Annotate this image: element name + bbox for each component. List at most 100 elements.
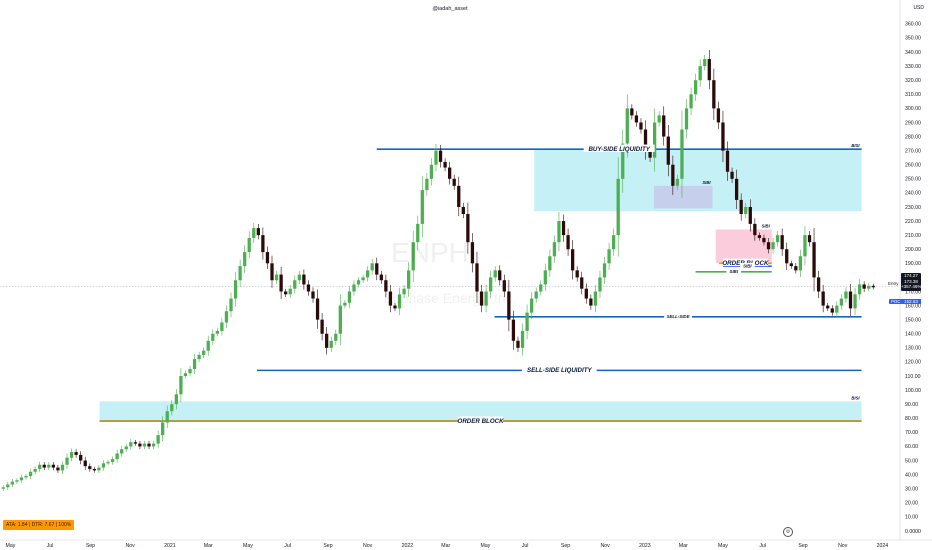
candle-body — [33, 468, 37, 472]
x-tick-label: Mar — [441, 543, 450, 549]
candle-body — [630, 108, 634, 116]
candle-body — [329, 340, 333, 348]
candle-body — [748, 206, 752, 224]
level-label-bg — [458, 416, 504, 424]
candle-body — [844, 291, 848, 299]
candle-body — [461, 206, 465, 215]
candle-body — [274, 274, 279, 281]
candle-body — [69, 452, 74, 458]
chart-zones — [99, 149, 862, 422]
settings-gear-icon[interactable]: ⚙ — [783, 527, 793, 537]
candle-body — [725, 150, 730, 172]
x-tick-label: Nov — [838, 543, 848, 549]
y-tick-label: 320.00 — [905, 78, 921, 84]
candle-body — [703, 59, 707, 67]
candle-body — [261, 235, 265, 253]
x-tick-label: Sep — [86, 543, 95, 549]
candle-body — [302, 274, 306, 285]
candle-body — [151, 443, 156, 447]
candle-body — [402, 288, 406, 295]
currency-label[interactable]: USD — [913, 5, 924, 11]
level-label: SELL-SIDE — [667, 314, 691, 319]
y-tick-label: 60.00 — [905, 444, 918, 450]
candle-body — [611, 235, 616, 250]
candle-body — [238, 266, 242, 281]
candle-body — [161, 422, 165, 436]
candle-body — [138, 443, 142, 447]
y-tick-label: 160.00 — [905, 303, 921, 309]
candle-body — [516, 340, 520, 348]
y-tick-label: 240.00 — [905, 191, 921, 197]
candle-body — [657, 115, 661, 123]
x-tick-label: Sep — [323, 543, 332, 549]
candle-body — [92, 468, 96, 471]
candle-body — [438, 150, 443, 162]
x-tick-label: Nov — [363, 543, 373, 549]
candle-body — [593, 291, 598, 306]
candle-body — [284, 291, 288, 295]
candle-body — [352, 284, 356, 292]
candle-body — [120, 449, 124, 454]
candle-body — [370, 263, 374, 271]
candle-body — [602, 263, 607, 278]
y-tick-label: 10.00 — [905, 515, 918, 521]
candle-body — [643, 129, 648, 151]
y-tick-label: 210.00 — [905, 233, 921, 239]
candle-body — [684, 108, 689, 130]
candle-body — [835, 305, 839, 313]
candle-body — [812, 242, 816, 278]
candle-body — [270, 263, 274, 281]
x-tick-label: Jul — [284, 543, 291, 549]
candle-body — [721, 122, 725, 151]
candle-body — [115, 453, 119, 460]
candle-body — [507, 291, 511, 320]
candle-body — [534, 291, 538, 299]
candle-body — [247, 237, 251, 253]
candle-body — [279, 274, 283, 292]
candle-body — [548, 256, 552, 271]
x-tick-label: Mar — [679, 543, 688, 549]
candle-body — [416, 223, 420, 243]
y-tick-label: 270.00 — [905, 148, 921, 154]
candle-body — [693, 80, 698, 95]
candle-body — [498, 270, 502, 281]
candle-body — [224, 311, 229, 323]
candle-body — [798, 256, 803, 271]
candle-body — [652, 122, 657, 158]
candle-body — [525, 312, 529, 331]
zone-rect — [99, 401, 862, 422]
candle-body — [256, 228, 260, 236]
candle-body — [15, 480, 19, 482]
y-tick-label: 130.00 — [905, 346, 921, 352]
candle-body — [420, 190, 424, 224]
zone-rect — [715, 229, 772, 264]
candle-body — [393, 305, 397, 309]
candle-body — [557, 221, 561, 243]
candle-body — [757, 235, 762, 238]
y-tick-label: 90.00 — [905, 402, 918, 408]
candle-body — [443, 161, 447, 168]
y-tick-label: 230.00 — [905, 205, 921, 211]
candle-body — [739, 199, 743, 215]
candle-body — [530, 298, 534, 313]
candle-body — [621, 143, 625, 179]
watermark-ticker: ENPH — [391, 237, 469, 268]
poc-label: POC — [889, 299, 903, 304]
x-tick-label: Jul — [47, 543, 54, 549]
candle-body — [306, 284, 311, 292]
candle-body — [229, 298, 233, 312]
candle-body — [384, 280, 388, 292]
candle-body — [566, 235, 570, 250]
candle-body — [853, 294, 857, 309]
candle-body — [762, 237, 766, 243]
candle-body — [356, 280, 361, 285]
candle-body — [206, 340, 210, 351]
current-price-tag: 174.27 173.38 +357.46% — [901, 273, 921, 291]
candle-body — [6, 484, 10, 488]
indicator-badge: ATA: 1.84 | DTR: 7.67 | 100% — [3, 520, 75, 530]
candle-body — [38, 464, 42, 469]
candle-body — [561, 221, 566, 236]
candle-body — [106, 461, 110, 464]
